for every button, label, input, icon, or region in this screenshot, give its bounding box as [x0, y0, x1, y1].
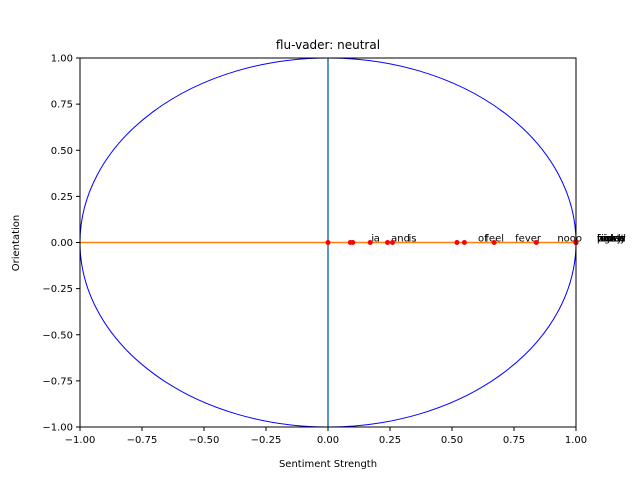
word-label-nooo: nooo [557, 234, 582, 245]
data-point-is [385, 240, 391, 245]
x-tick-label: 0.25 [379, 435, 401, 446]
data-point-feel [461, 240, 467, 245]
word-label-is: is [409, 234, 417, 245]
x-tick-label: 1.00 [565, 435, 587, 446]
x-tick-label: 0.75 [503, 435, 525, 446]
y-tick-label: −0.25 [42, 284, 73, 295]
word-label-found: found [597, 234, 626, 245]
y-tick-label: 0.50 [51, 146, 73, 157]
word-label-i: i [371, 234, 374, 245]
x-tick-label: 0.00 [317, 435, 339, 446]
word-label-and: and [391, 234, 410, 245]
y-tick-label: −0.50 [42, 330, 73, 341]
x-tick-label: −0.75 [127, 435, 158, 446]
word-label-friday: friday [597, 234, 626, 245]
word-label-dot: . [413, 234, 416, 245]
y-tick-label: 0.00 [51, 238, 73, 249]
x-tick-label: 0.50 [441, 435, 463, 446]
y-tick-label: 0.25 [51, 192, 73, 203]
y-tick-label: 0.75 [51, 100, 73, 111]
data-point-dot [389, 240, 395, 245]
word-label-a: a [374, 234, 380, 245]
word-label-home: home [597, 234, 625, 245]
chart-title: flu-vader: neutral [276, 38, 380, 52]
data-point-of [454, 240, 460, 245]
word-label-worst: worst [597, 234, 625, 245]
word-label-of: of [478, 234, 488, 245]
y-axis-label: Orientation [11, 215, 22, 271]
word-label-fever: fever [515, 234, 542, 245]
y-tick-label: −0.75 [42, 376, 73, 387]
word-label-pissy: pissy [597, 234, 623, 245]
data-point-and [367, 240, 373, 245]
word-label-lunch: lunch [597, 234, 624, 245]
data-point-fever [491, 240, 497, 245]
word-label-feel: feel [485, 234, 504, 245]
data-point-origin [325, 240, 331, 245]
data-point-a [350, 240, 356, 245]
x-tick-label: −1.00 [65, 435, 96, 446]
data-point-nooo [533, 240, 539, 245]
y-tick-label: −1.00 [42, 423, 73, 434]
x-tick-label: −0.50 [189, 435, 220, 446]
y-tick-label: 1.00 [51, 54, 73, 65]
x-axis-label: Sentiment Strength [279, 459, 377, 470]
word-label-right: right [597, 234, 621, 245]
x-tick-label: −0.25 [251, 435, 282, 446]
